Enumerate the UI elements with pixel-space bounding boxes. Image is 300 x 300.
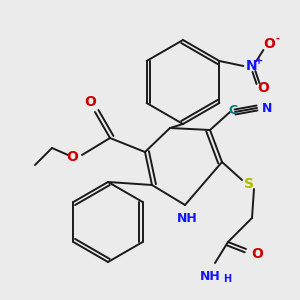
Text: O: O <box>257 81 269 95</box>
Text: NH: NH <box>177 212 197 226</box>
Text: C: C <box>228 104 238 118</box>
Text: N: N <box>246 59 257 73</box>
Text: +: + <box>255 56 263 66</box>
Text: O: O <box>66 150 78 164</box>
Text: S: S <box>244 177 254 191</box>
Text: -: - <box>275 34 279 44</box>
Text: H: H <box>223 274 231 284</box>
Text: N: N <box>262 101 272 115</box>
Text: O: O <box>263 37 275 51</box>
Text: O: O <box>251 247 263 261</box>
Text: O: O <box>84 95 96 109</box>
Text: NH: NH <box>200 269 220 283</box>
